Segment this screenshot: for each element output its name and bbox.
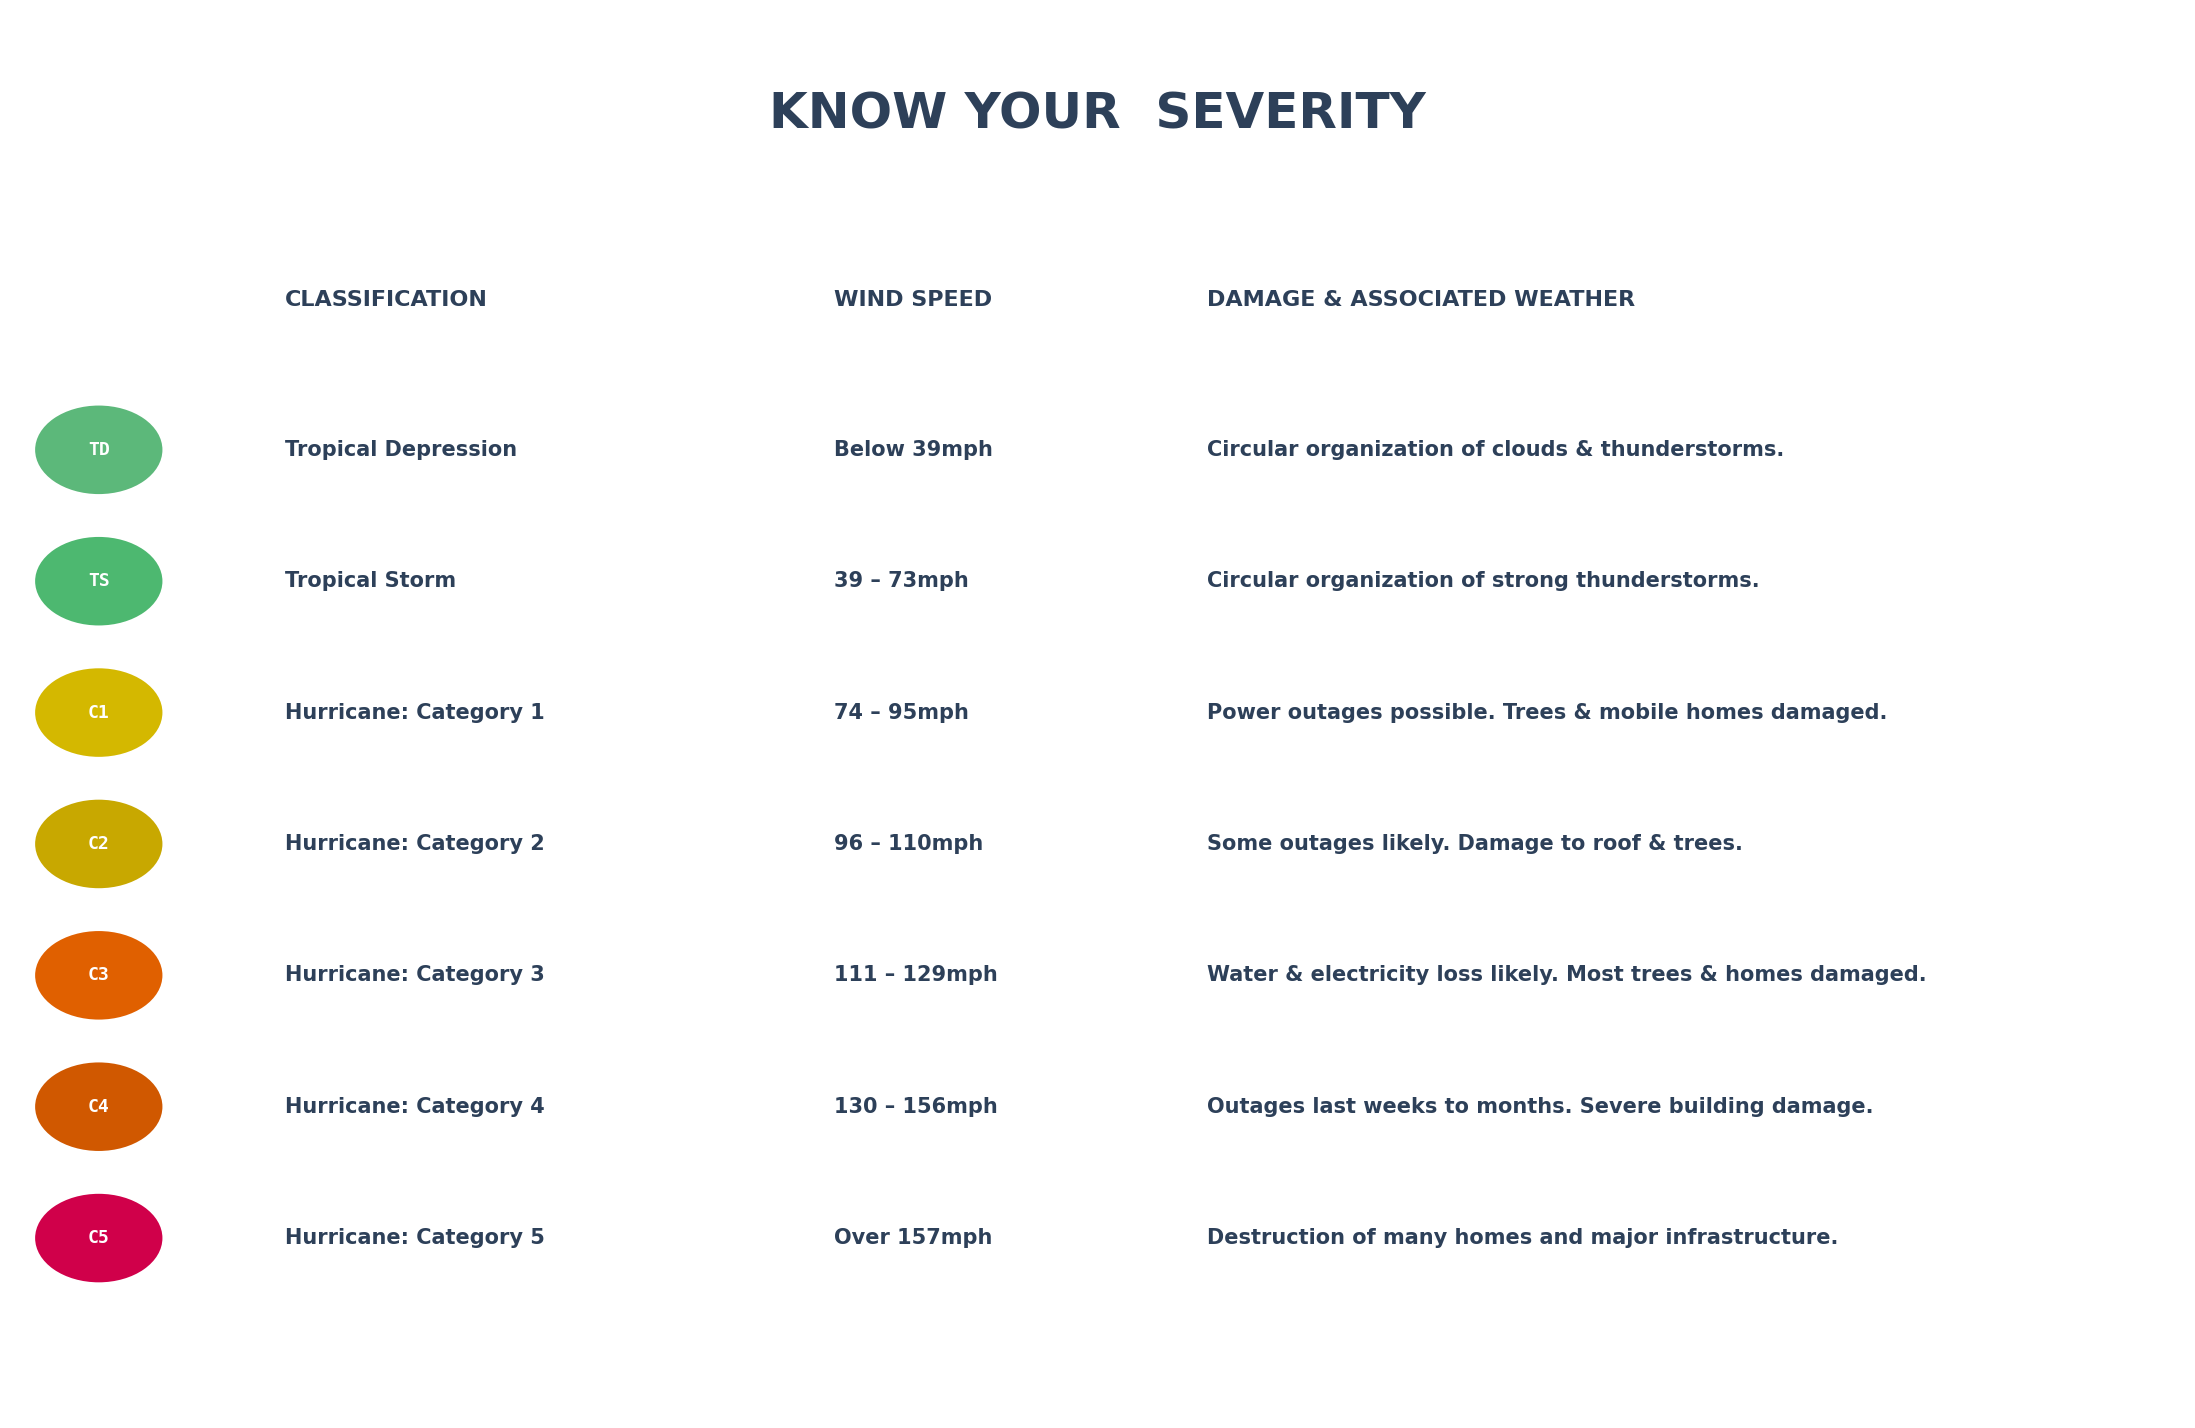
Text: C5: C5 [88,1230,110,1247]
Text: Hurricane: Category 3: Hurricane: Category 3 [285,965,544,985]
Text: 74 – 95mph: 74 – 95mph [834,703,968,723]
Ellipse shape [35,406,162,494]
Text: C4: C4 [88,1098,110,1115]
Ellipse shape [35,668,162,757]
Text: 111 – 129mph: 111 – 129mph [834,965,999,985]
Text: Some outages likely. Damage to roof & trees.: Some outages likely. Damage to roof & tr… [1207,834,1743,854]
Text: Over 157mph: Over 157mph [834,1228,992,1248]
Text: C1: C1 [88,704,110,721]
Text: Hurricane: Category 2: Hurricane: Category 2 [285,834,544,854]
Text: Circular organization of strong thunderstorms.: Circular organization of strong thunders… [1207,571,1760,591]
Text: Circular organization of clouds & thunderstorms.: Circular organization of clouds & thunde… [1207,440,1785,460]
Text: Tropical Depression: Tropical Depression [285,440,518,460]
Text: KNOW YOUR  SEVERITY: KNOW YOUR SEVERITY [768,90,1427,139]
Text: TD: TD [88,441,110,458]
Text: Destruction of many homes and major infrastructure.: Destruction of many homes and major infr… [1207,1228,1839,1248]
Text: 130 – 156mph: 130 – 156mph [834,1097,999,1117]
Ellipse shape [35,931,162,1020]
Text: C2: C2 [88,835,110,853]
Text: CLASSIFICATION: CLASSIFICATION [285,290,487,310]
Text: Hurricane: Category 5: Hurricane: Category 5 [285,1228,544,1248]
Ellipse shape [35,1194,162,1282]
Text: C3: C3 [88,967,110,984]
Text: Hurricane: Category 1: Hurricane: Category 1 [285,703,544,723]
Text: 96 – 110mph: 96 – 110mph [834,834,983,854]
Text: Below 39mph: Below 39mph [834,440,992,460]
Text: TS: TS [88,573,110,590]
Text: Tropical Storm: Tropical Storm [285,571,457,591]
Text: WIND SPEED: WIND SPEED [834,290,992,310]
Text: Outages last weeks to months. Severe building damage.: Outages last weeks to months. Severe bui… [1207,1097,1875,1117]
Ellipse shape [35,1062,162,1151]
Text: 39 – 73mph: 39 – 73mph [834,571,968,591]
Text: Water & electricity loss likely. Most trees & homes damaged.: Water & electricity loss likely. Most tr… [1207,965,1927,985]
Text: Hurricane: Category 4: Hurricane: Category 4 [285,1097,544,1117]
Ellipse shape [35,537,162,625]
Ellipse shape [35,800,162,888]
Text: Power outages possible. Trees & mobile homes damaged.: Power outages possible. Trees & mobile h… [1207,703,1888,723]
Text: DAMAGE & ASSOCIATED WEATHER: DAMAGE & ASSOCIATED WEATHER [1207,290,1635,310]
